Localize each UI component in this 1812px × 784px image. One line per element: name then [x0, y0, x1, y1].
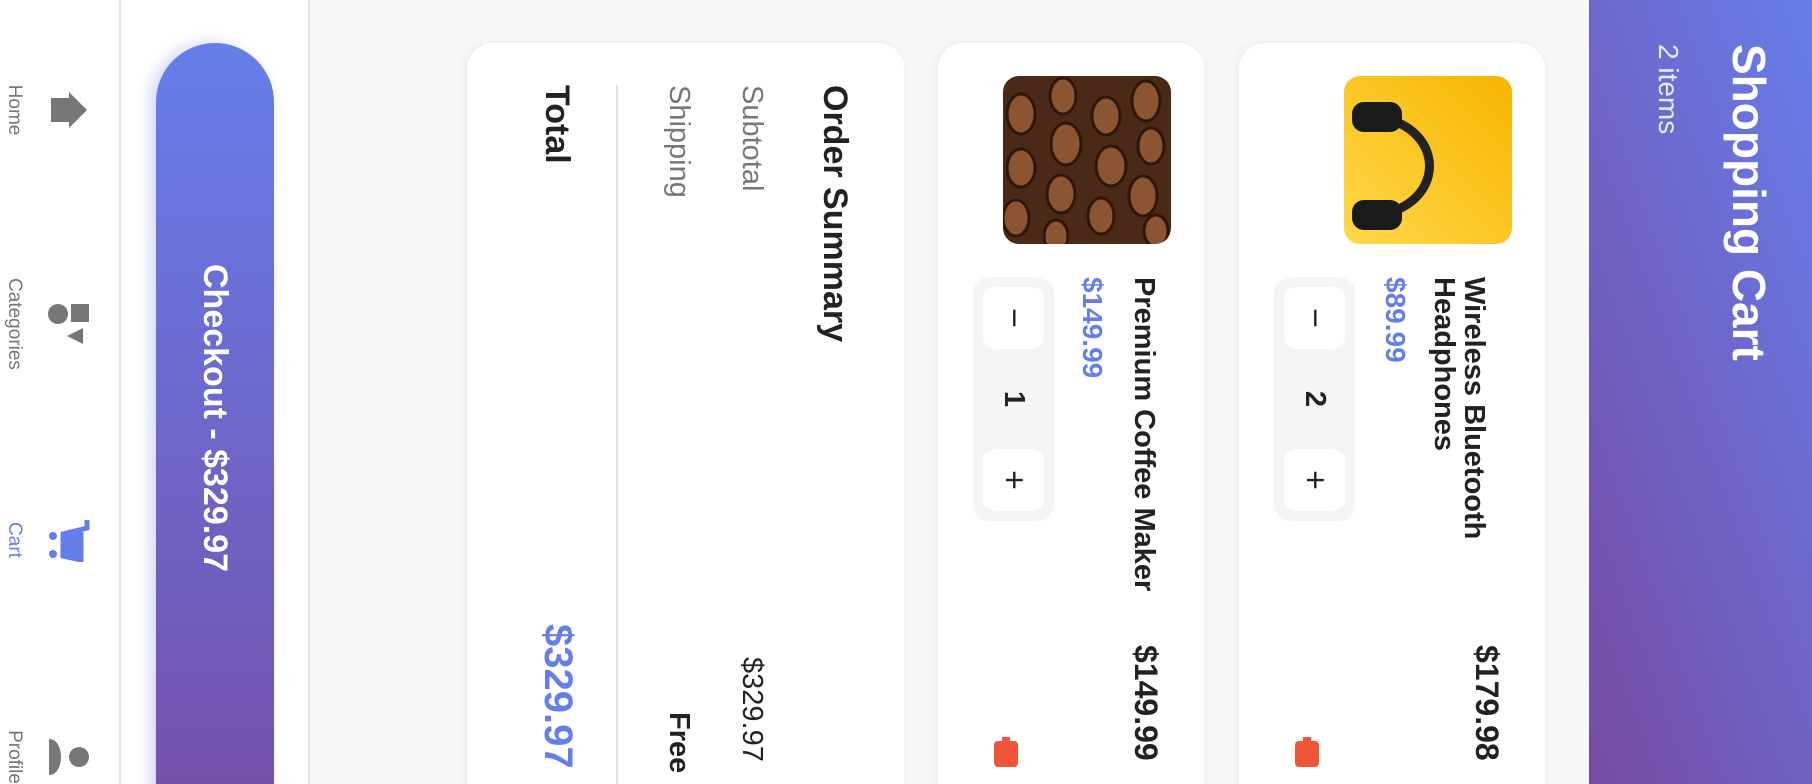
trash-lid — [1002, 737, 1010, 741]
nav-cart[interactable]: Cart — [0, 470, 119, 610]
shipping-label: Shipping — [663, 85, 695, 198]
subtitle: 2 items — [1653, 44, 1684, 135]
nav-label: Profile — [4, 730, 25, 784]
decrement-button[interactable]: − — [983, 287, 1044, 349]
product-name: Premium Coffee Maker — [1128, 277, 1160, 592]
cup — [1352, 102, 1402, 132]
trash-icon — [994, 741, 1018, 767]
product-price: $89.99 — [1380, 277, 1411, 363]
checkout-button[interactable]: Checkout - $329.97 — [156, 43, 274, 784]
checkout-label: Checkout - $329.97 — [196, 264, 234, 573]
cup — [1352, 200, 1402, 230]
decrement-button[interactable]: − — [1284, 287, 1345, 349]
quantity: 1 — [998, 390, 1030, 408]
total-label: Total — [538, 85, 576, 164]
bottom-nav: Home Categories Cart Profile — [0, 0, 121, 784]
subtotal-label: Subtotal — [736, 85, 768, 192]
nav-label: Categories — [4, 278, 25, 370]
nav-label: Home — [4, 84, 25, 136]
cart-item: Premium Coffee Maker $149.99 − 1 + $149.… — [938, 43, 1204, 784]
quantity-control: − 1 + — [973, 277, 1054, 521]
increment-button[interactable]: + — [1284, 449, 1345, 511]
product-name: Headphones — [1428, 277, 1460, 452]
coffee-art — [1003, 76, 1170, 244]
line-total: $179.98 — [1469, 645, 1505, 761]
headphones-art — [1352, 102, 1434, 230]
categories-icon — [48, 304, 89, 344]
summary-title: Order Summary — [816, 85, 854, 342]
line-total: $149.99 — [1128, 645, 1164, 761]
total-value: $329.97 — [536, 624, 580, 769]
divider — [616, 85, 618, 784]
shipping-value: Free — [663, 712, 695, 774]
trash-icon — [1295, 741, 1319, 767]
title: Shopping Cart — [1723, 44, 1775, 361]
nav-label: Cart — [4, 522, 25, 558]
product-image — [1003, 76, 1171, 244]
product-name: Wireless Bluetooth — [1458, 277, 1490, 540]
header: Shopping Cart 2 items — [1589, 0, 1812, 784]
cart-item: Wireless Bluetooth Headphones $89.99 − 2… — [1239, 43, 1545, 784]
nav-categories[interactable]: Categories — [0, 254, 119, 394]
trash-lid — [1303, 737, 1311, 741]
quantity-control: − 2 + — [1274, 277, 1355, 521]
home-icon — [51, 92, 87, 128]
product-image — [1344, 76, 1512, 244]
delete-button[interactable] — [1293, 737, 1323, 771]
profile-icon — [49, 739, 89, 775]
delete-button[interactable] — [992, 737, 1022, 771]
cart-icon — [49, 520, 90, 562]
nav-profile[interactable]: Profile — [0, 687, 119, 784]
increment-button[interactable]: + — [983, 449, 1044, 511]
product-price: $149.99 — [1077, 277, 1108, 379]
subtotal-value: $329.97 — [736, 657, 768, 762]
quantity: 2 — [1299, 390, 1331, 408]
nav-home[interactable]: Home — [0, 40, 119, 180]
